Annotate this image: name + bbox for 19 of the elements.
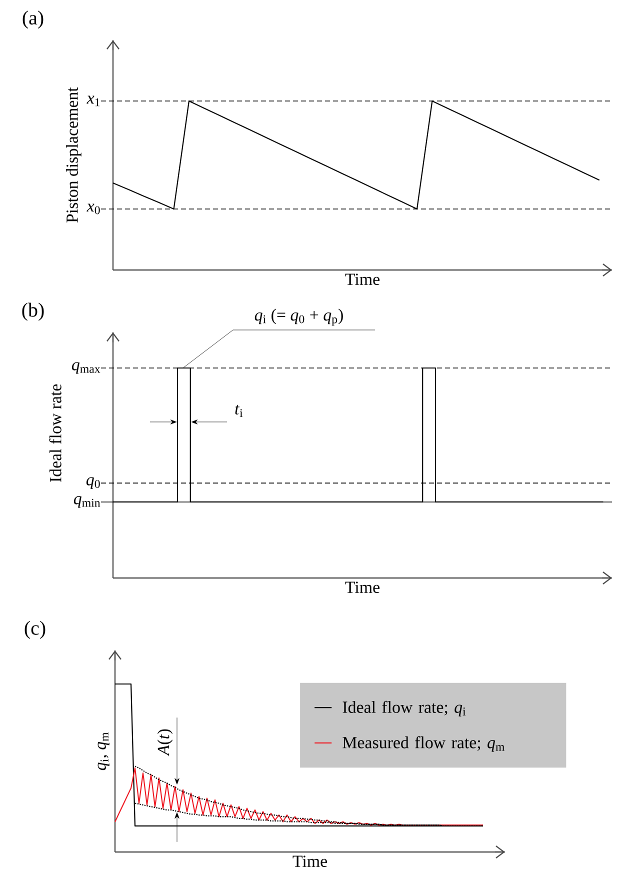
x-axis-title: Time [292,856,328,868]
chart-title: (b) [22,302,44,321]
ref-line-label: q$_{min}$ [74,496,100,508]
ref-line-label: x$_{1}$ [86,96,100,106]
chart-title: (c) [24,620,46,639]
ref-line-label: q$_{max}$ [72,362,100,374]
text: q$_{i}$ (= q$_{0}$ + q$_{p}$) [254,308,343,326]
legend-label: Ideal flow rate; q$_{i}$ [342,700,466,716]
y-axis-title: Ideal flow rate [49,384,62,482]
x-axis-title: Time [345,274,380,286]
legend-label: Measured flow rate; q$_{m}$ [342,736,505,752]
x-axis-title: Time [345,582,380,594]
y-axis-title: q$_{i}$, q$_{m}$ [98,732,110,770]
annotation: A(t) [157,729,173,756]
y-axis-title: Piston displacement [66,87,82,223]
chart-title: (a) [22,10,44,29]
ref-line-label: x$_{0}$ [86,204,100,214]
ref-line-label: q$_{0}$ [86,477,100,489]
annotation: t$_{i}$ [235,404,243,417]
